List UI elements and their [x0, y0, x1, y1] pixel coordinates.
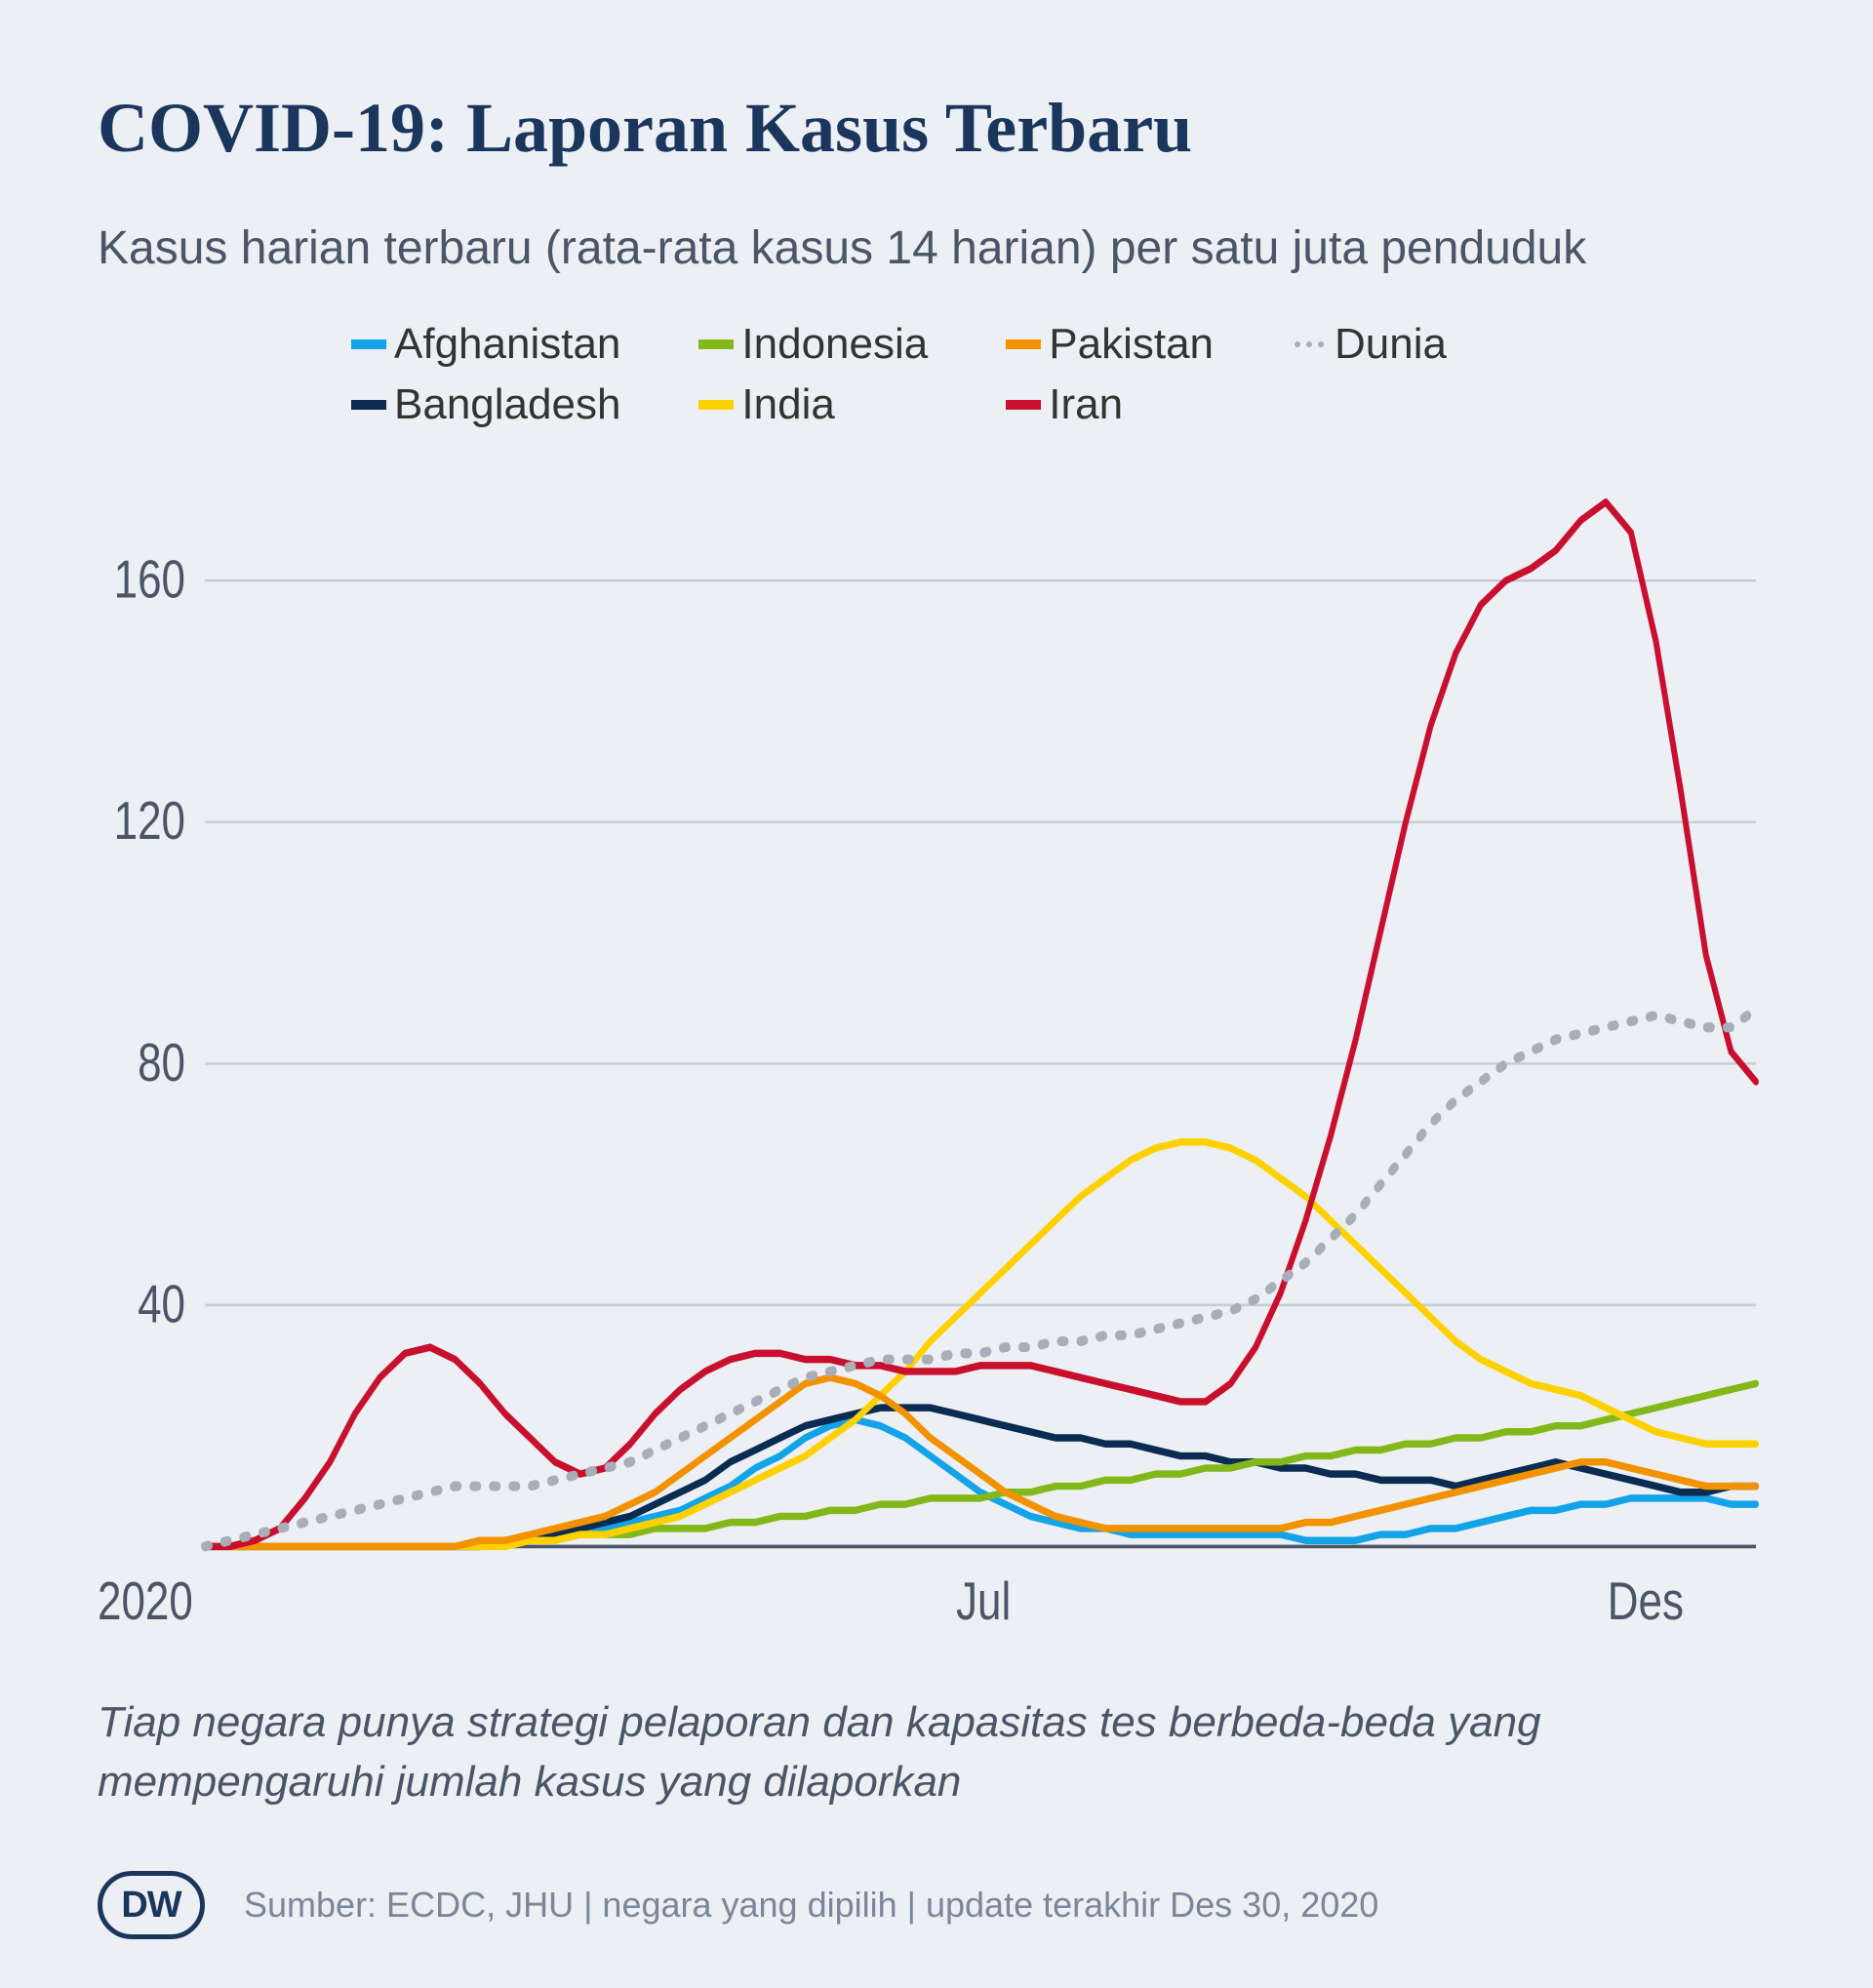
legend-swatch-icon [698, 400, 734, 410]
legend-swatch-icon [351, 400, 386, 410]
svg-text:2020: 2020 [98, 1571, 193, 1631]
svg-text:160: 160 [114, 549, 185, 610]
legend-item: India [698, 380, 928, 429]
legend-label: Dunia [1335, 320, 1447, 369]
legend-swatch-icon [1006, 339, 1041, 349]
legend-item: Bangladesh [351, 380, 620, 429]
dw-logo-icon: DW [98, 1871, 205, 1939]
legend-label: Afghanistan [394, 320, 620, 369]
legend-label: India [741, 380, 834, 429]
legend-label: Iran [1049, 380, 1123, 429]
legend-item: Indonesia [698, 320, 928, 369]
chart-footnote: Tiap negara punya strategi pelaporan dan… [98, 1692, 1775, 1812]
svg-text:120: 120 [114, 790, 185, 851]
svg-text:Des: Des [1608, 1571, 1684, 1631]
legend-label: Indonesia [741, 320, 928, 369]
legend-item: Afghanistan [351, 320, 620, 369]
legend-item: Pakistan [1006, 320, 1214, 369]
legend-label: Pakistan [1049, 320, 1214, 369]
svg-text:80: 80 [138, 1032, 185, 1093]
legend-item: Dunia [1292, 320, 1447, 369]
legend: Afghanistan Bangladesh Indonesia India Pakis… [98, 320, 1775, 429]
legend-item: Iran [1006, 380, 1214, 429]
legend-swatch-icon [351, 339, 386, 349]
legend-swatch-icon [698, 339, 734, 349]
chart-subtitle: Kasus harian terbaru (rata-rata kasus 14… [98, 218, 1775, 281]
legend-swatch-icon [1292, 339, 1327, 349]
svg-text:40: 40 [138, 1274, 185, 1334]
chart-plot: 40 80 120 160 2020 Jul Des [98, 478, 1775, 1644]
legend-label: Bangladesh [394, 380, 620, 429]
chart-title: COVID-19: Laporan Kasus Terbaru [98, 88, 1775, 169]
svg-text:Jul: Jul [956, 1571, 1011, 1631]
footer: DW Sumber: ECDC, JHU | negara yang dipil… [98, 1871, 1775, 1939]
legend-swatch-icon [1006, 400, 1041, 410]
source-text: Sumber: ECDC, JHU | negara yang dipilih … [244, 1885, 1378, 1926]
